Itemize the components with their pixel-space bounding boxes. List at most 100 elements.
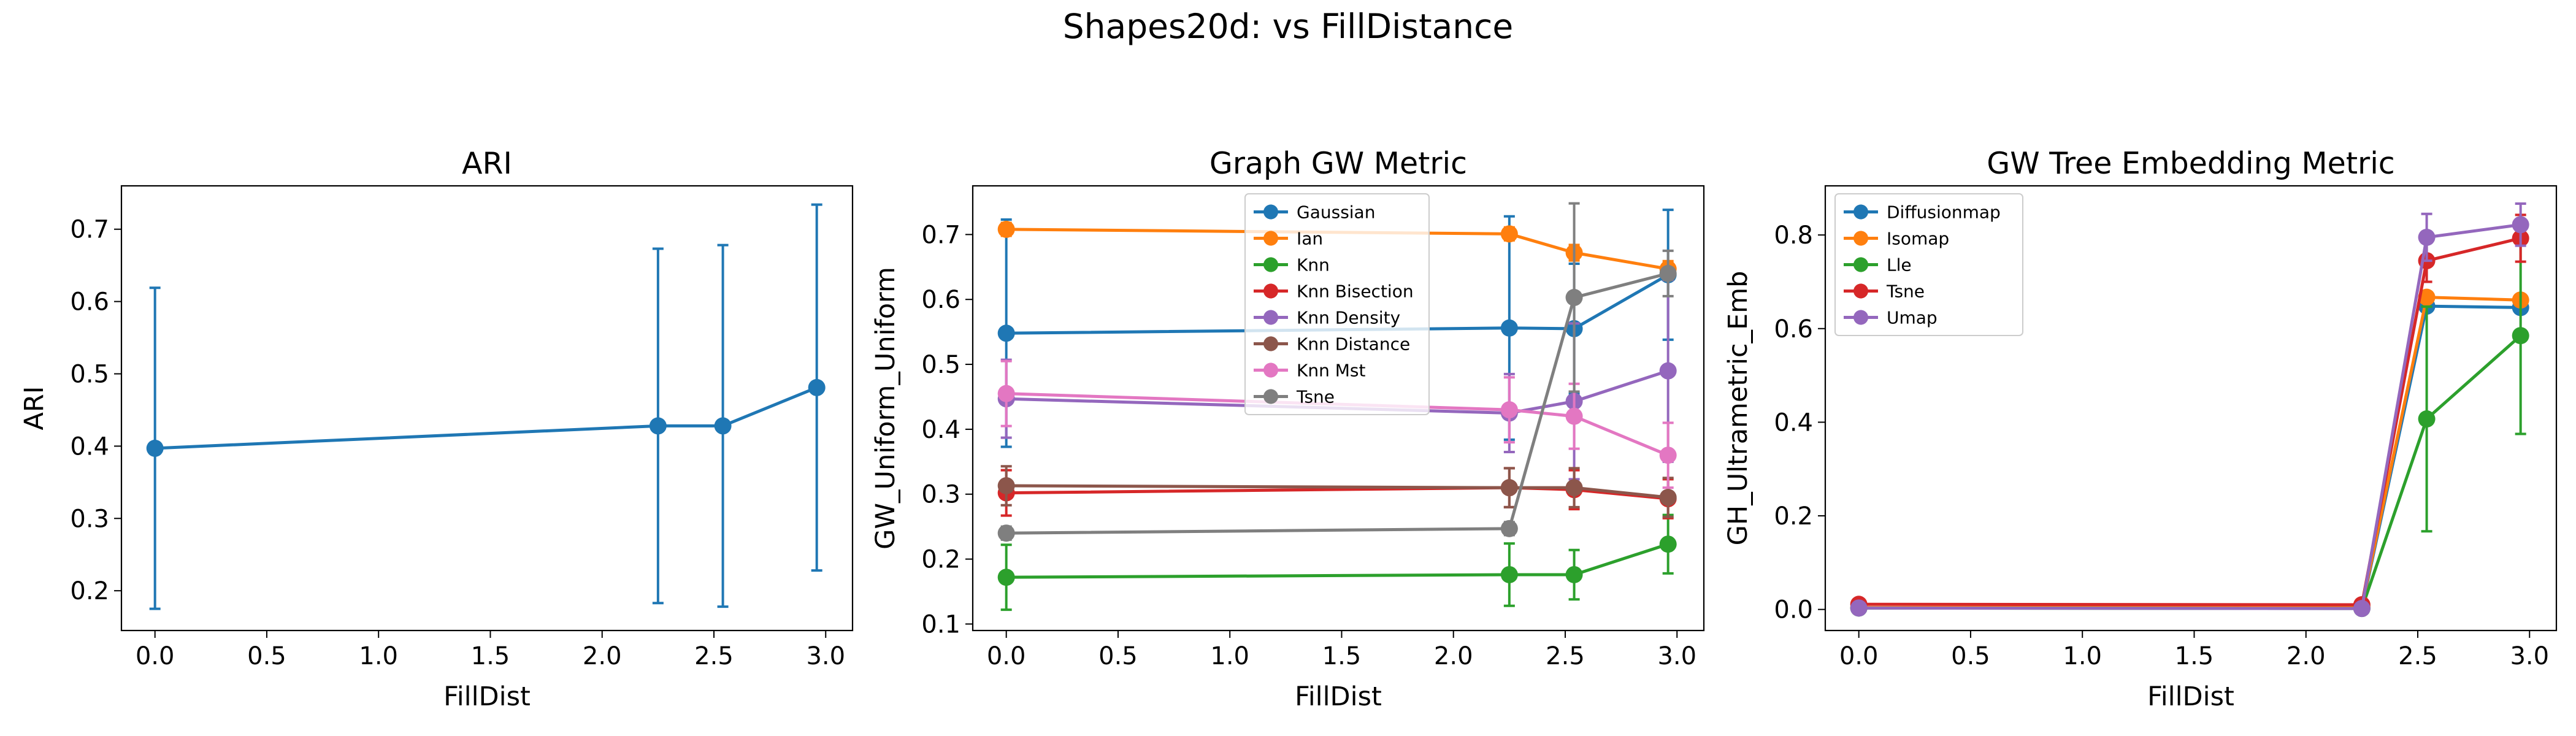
subplot-title: ARI	[462, 146, 512, 181]
y-tick-label: 0.0	[1774, 596, 1813, 624]
data-point	[1565, 289, 1583, 307]
series-line	[1006, 484, 1668, 499]
series-line	[155, 386, 818, 450]
data-point	[1500, 401, 1518, 419]
axes-frame	[1824, 185, 2558, 632]
data-point	[2512, 327, 2529, 345]
legend-swatch-marker	[1263, 231, 1278, 246]
data-point	[997, 385, 1015, 402]
legend-label: Umap	[1887, 308, 1938, 328]
x-tick-label: 0.0	[136, 642, 175, 670]
x-tick-label: 2.0	[2287, 642, 2326, 670]
series-line	[1858, 237, 2521, 607]
y-tick-label: 0.1	[921, 610, 960, 638]
data-point	[2512, 216, 2529, 234]
legend-label: Lle	[1887, 255, 1912, 275]
x-tick-label: 3.0	[2510, 642, 2549, 670]
legend: Gaussian Ian Knn Knn Bisection Knn Density Kn…	[1244, 193, 1430, 415]
data-point	[2353, 600, 2371, 618]
legend-swatch-marker	[1263, 204, 1278, 220]
subplot-title: Graph GW Metric	[1209, 146, 1467, 181]
y-tick-label: 0.6	[921, 286, 960, 314]
data-point	[1659, 535, 1677, 553]
data-point	[1500, 225, 1518, 243]
legend-item: Lle	[1844, 255, 1912, 275]
legend-item: Knn	[1254, 255, 1330, 275]
legend-swatch-marker	[1853, 283, 1868, 299]
legend-item: Tsne	[1254, 387, 1335, 407]
legend-item: Ian	[1254, 229, 1323, 249]
y-tick-label: 0.5	[70, 361, 109, 389]
legend-label: Knn Distance	[1297, 334, 1410, 355]
legend-swatch-marker	[1263, 389, 1278, 404]
legend-swatch-marker	[1853, 204, 1868, 220]
y-tick-label: 0.5	[921, 351, 960, 379]
data-point	[997, 324, 1015, 342]
legend-swatch-marker	[1853, 257, 1868, 272]
legend-swatch-marker	[1263, 283, 1278, 299]
legend-label: Knn Mst	[1297, 361, 1366, 381]
legend-box	[1834, 193, 2023, 336]
series-line	[1858, 223, 2521, 610]
series-line	[1006, 542, 1669, 579]
x-tick-label: 1.0	[2063, 642, 2102, 670]
legend-swatch-marker	[1263, 362, 1278, 378]
legend-label: Tsne	[1296, 387, 1335, 407]
y-tick-label: 0.6	[1774, 315, 1813, 343]
data-point	[1659, 489, 1677, 507]
x-tick-label: 0.0	[987, 642, 1026, 670]
data-point	[146, 439, 164, 457]
x-axis-label: FillDist	[443, 681, 531, 712]
y-tick-label: 0.4	[921, 416, 960, 444]
data-point	[1850, 599, 1868, 617]
figure-suptitle: Shapes20d: vs FillDistance	[1063, 7, 1513, 46]
legend-label: Ian	[1297, 229, 1323, 249]
legend-label: Tsne	[1886, 282, 1925, 302]
legend-swatch-marker	[1263, 336, 1278, 351]
legend-item: Tsne	[1844, 282, 1925, 302]
data-point	[1659, 447, 1677, 464]
series-knn-distance	[997, 465, 1677, 518]
data-point	[2418, 410, 2436, 428]
x-axis-label: FillDist	[2147, 681, 2234, 712]
data-point	[1500, 519, 1518, 537]
x-tick-label: 1.0	[1210, 642, 1249, 670]
x-axis-label: FillDist	[1295, 681, 1382, 712]
x-tick-label: 1.0	[359, 642, 398, 670]
series-1	[146, 203, 826, 610]
subplot-3: 0.0 0.5 1.0 1.5 2.0 2.5 3.0 0.0 0.2 0.4 0.6 0.8 GW T…	[1723, 146, 2558, 712]
legend-label: Diffusionmap	[1887, 202, 2001, 223]
legend-item: Knn Mst	[1254, 361, 1366, 381]
data-point	[1500, 565, 1518, 583]
data-point	[808, 378, 826, 396]
data-point	[1565, 565, 1583, 583]
data-point	[649, 417, 667, 435]
x-tick-label: 3.0	[1657, 642, 1696, 670]
y-tick-label: 0.4	[70, 432, 109, 461]
legend: Diffusionmap Isomap Lle Tsne Umap	[1834, 193, 2023, 336]
y-axis-label: ARI	[19, 386, 50, 431]
y-tick-label: 0.3	[70, 505, 109, 533]
y-tick-label: 0.4	[1774, 408, 1813, 437]
x-tick-label: 0.0	[1839, 642, 1879, 670]
x-tick-label: 0.5	[1098, 642, 1138, 670]
legend-swatch-marker	[1853, 231, 1868, 246]
x-tick-label: 1.5	[471, 642, 510, 670]
data-point	[1500, 319, 1518, 337]
y-tick-label: 0.6	[70, 288, 109, 316]
data-point	[1659, 362, 1677, 380]
legend-box	[1244, 193, 1430, 415]
legend-swatch-marker	[1263, 310, 1278, 325]
x-tick-label: 1.5	[2175, 642, 2214, 670]
legend-item: Diffusionmap	[1844, 202, 2001, 223]
axes-frame	[972, 185, 1705, 632]
data-point	[714, 417, 732, 435]
axes-frame	[120, 185, 854, 632]
data-point	[997, 569, 1015, 586]
data-point	[997, 524, 1015, 542]
y-axis-label: GW_Uniform_Uniform	[870, 267, 901, 550]
x-tick-label: 0.5	[1951, 642, 1990, 670]
legend-item: Isomap	[1844, 229, 1949, 249]
legend-item: Knn Distance	[1254, 334, 1410, 355]
legend-item: Knn Bisection	[1254, 282, 1414, 302]
